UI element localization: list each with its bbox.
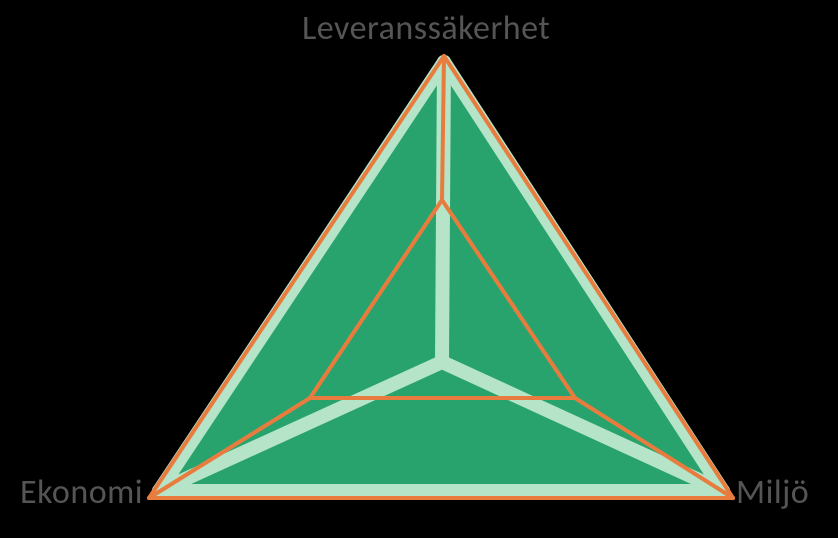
label-left: Ekonomi (20, 472, 143, 513)
label-right: Miljö (736, 472, 809, 513)
diagram-stage: Leveranssäkerhet Ekonomi Miljö (0, 0, 838, 538)
label-top: Leveranssäkerhet (302, 8, 550, 49)
tetrahedron-svg (0, 0, 838, 538)
